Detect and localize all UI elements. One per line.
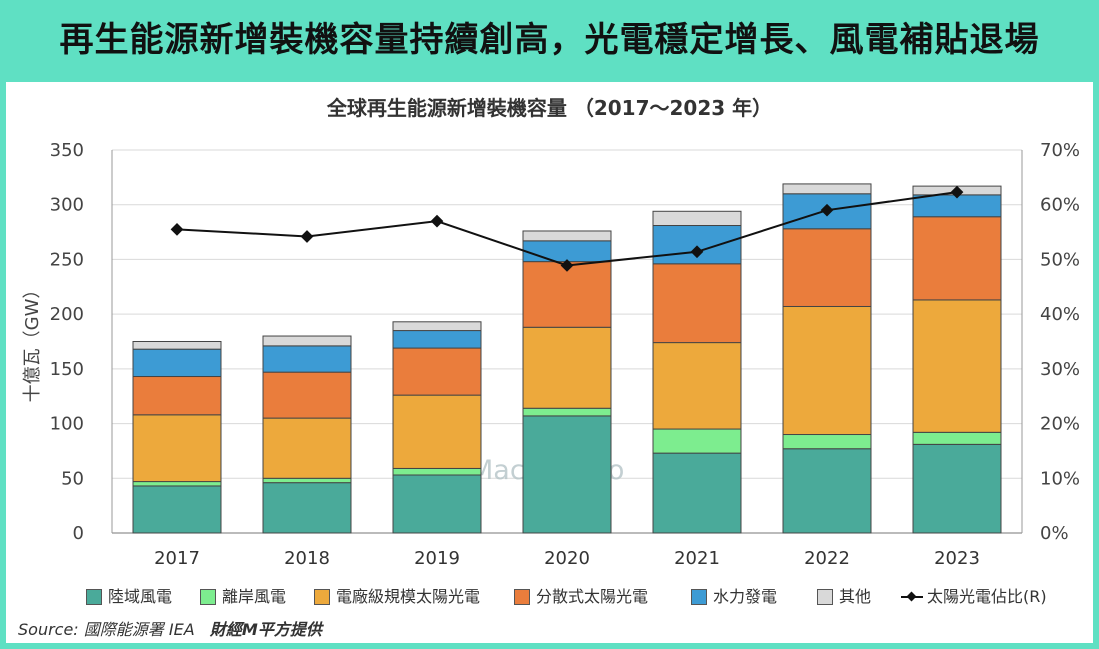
legend-item: 太陽光電佔比(R) xyxy=(901,584,1047,610)
chart-panel: 全球再生能源新增裝機容量 （2017～2023 年） 0 50 100 150 200 2… xyxy=(6,82,1093,643)
bar-segment xyxy=(912,443,1002,534)
bar-segment xyxy=(262,345,352,373)
bar-segment xyxy=(132,481,222,487)
x-tick-label: 2018 xyxy=(284,548,330,569)
legend-label: 離岸風電 xyxy=(222,587,287,606)
legend-item: 陸域風電 xyxy=(86,584,172,610)
legend-item: 其他 xyxy=(817,584,871,610)
legend-swatch xyxy=(817,589,833,605)
y2-tick-label: 60% xyxy=(1040,195,1080,216)
bar-segment xyxy=(522,240,612,263)
bar-segment xyxy=(392,394,482,469)
bar-segment xyxy=(132,414,222,483)
bar-segment xyxy=(132,348,222,378)
y-tick-label: 300 xyxy=(50,195,84,216)
bar-segment xyxy=(132,376,222,416)
legend-swatch xyxy=(514,589,530,605)
x-tick-label: 2020 xyxy=(544,548,590,569)
source-credit: 財經M平方提供 xyxy=(209,620,322,639)
legend-label: 分散式太陽光電 xyxy=(536,587,649,606)
y2-tick-label: 0% xyxy=(1040,523,1069,544)
legend-swatch xyxy=(314,589,330,605)
legend-label: 其他 xyxy=(839,587,872,606)
solar-share-point xyxy=(170,222,184,236)
solar-share-point xyxy=(430,214,444,228)
bar-segment xyxy=(392,467,482,476)
bar-segment xyxy=(132,341,222,350)
bar-segment xyxy=(522,415,612,534)
y-tick-label: 100 xyxy=(50,414,84,435)
y2-tick-label: 20% xyxy=(1040,414,1080,435)
legend-label: 太陽光電佔比(R) xyxy=(927,587,1047,606)
bar-segment xyxy=(782,183,872,195)
y-axis-label: 十億瓦（GW） xyxy=(22,281,43,403)
bar-segment xyxy=(912,216,1002,301)
legend: 陸域風電 離岸風電 電廠級規模太陽光電 分散式太陽光電 水力發電 其他 太陽光電佔比(R) xyxy=(86,584,1086,610)
y2-tick-label: 70% xyxy=(1040,140,1080,161)
legend-swatch xyxy=(86,589,102,605)
bar-segment xyxy=(522,407,612,417)
bar-segment xyxy=(652,342,742,430)
bar-segment xyxy=(262,335,352,347)
y-tick-label: 150 xyxy=(50,359,84,380)
y-tick-label: 0 xyxy=(73,523,84,544)
bar-segment xyxy=(522,326,612,409)
legend-label: 水力發電 xyxy=(713,587,778,606)
y2-tick-label: 40% xyxy=(1040,304,1080,325)
legend-swatch xyxy=(691,589,707,605)
legend-swatch xyxy=(200,589,216,605)
legend-label: 電廠級規模太陽光電 xyxy=(336,587,481,606)
bar-segment xyxy=(392,474,482,534)
x-tick-label: 2023 xyxy=(934,548,980,569)
bar-segment xyxy=(782,228,872,307)
source-label: Source: 國際能源署 IEA xyxy=(18,620,195,639)
y-tick-label: 350 xyxy=(50,140,84,161)
legend-item: 水力發電 xyxy=(691,584,777,610)
bar-segment xyxy=(652,210,742,227)
bar-segment xyxy=(782,305,872,436)
bar-segment xyxy=(522,230,612,242)
legend-item: 電廠級規模太陽光電 xyxy=(314,584,480,610)
bar-segment xyxy=(262,417,352,479)
bar-segment xyxy=(132,485,222,534)
x-tick-label: 2019 xyxy=(414,548,460,569)
solar-share-point xyxy=(300,230,314,243)
chart-svg: 0 50 100 150 200 250 300 350 0% 10% 20% 30% 40% 50% 60… xyxy=(22,140,1080,569)
legend-item: 分散式太陽光電 xyxy=(514,584,648,610)
x-tick-label: 2022 xyxy=(804,548,850,569)
bar-segment xyxy=(652,452,742,534)
bar-segment xyxy=(262,477,352,484)
bar-segment xyxy=(262,482,352,534)
headline: 再生能源新增裝機容量持續創高，光電穩定增長、風電補貼退場 xyxy=(59,20,1040,60)
y2-tick-label: 10% xyxy=(1040,468,1080,489)
legend-label: 陸域風電 xyxy=(108,587,173,606)
y-tick-label: 250 xyxy=(50,249,84,270)
bar-segment xyxy=(782,448,872,534)
bar-segment xyxy=(912,431,1002,445)
bar-segment xyxy=(392,347,482,396)
legend-line-marker xyxy=(901,589,923,605)
x-tick-label: 2017 xyxy=(154,548,200,569)
y2-tick-label: 50% xyxy=(1040,249,1080,270)
bar-segment xyxy=(392,321,482,332)
source-note: Source: 國際能源署 IEA 財經M平方提供 xyxy=(18,616,322,640)
legend-item: 離岸風電 xyxy=(200,584,286,610)
bar-segment xyxy=(652,263,742,344)
y-tick-label: 200 xyxy=(50,304,84,325)
y-tick-label: 50 xyxy=(61,468,84,489)
bar-segment xyxy=(392,330,482,349)
bar-segment xyxy=(262,371,352,419)
x-tick-label: 2021 xyxy=(674,548,720,569)
chart-title: 全球再生能源新增裝機容量 （2017～2023 年） xyxy=(326,96,773,120)
bar-segment xyxy=(652,428,742,454)
bar-segment xyxy=(912,299,1002,433)
bar-segment xyxy=(782,434,872,450)
bar-segment xyxy=(522,261,612,328)
y2-tick-label: 30% xyxy=(1040,359,1080,380)
